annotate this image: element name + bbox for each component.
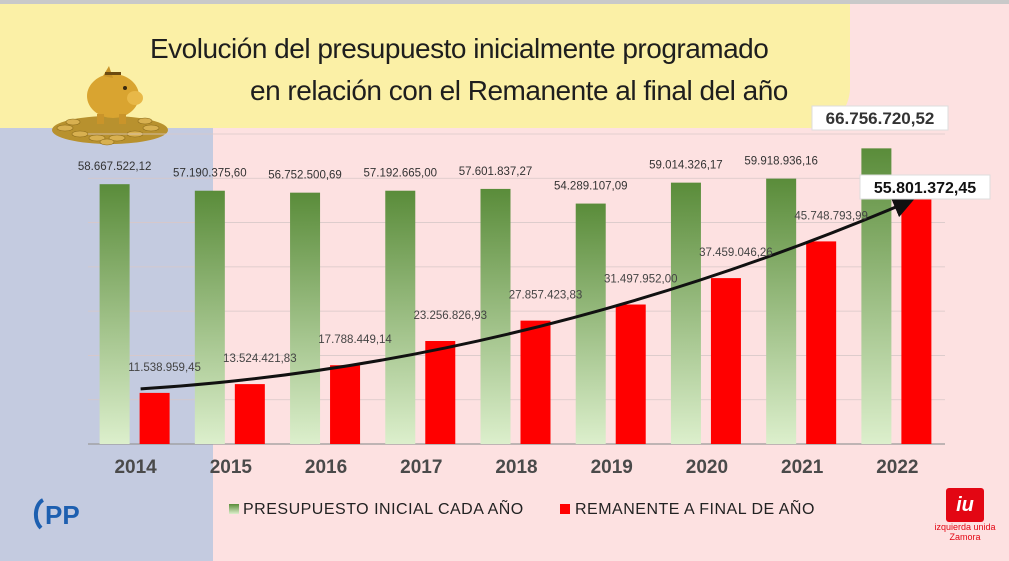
label-presupuesto-2016: 56.752.500,69 <box>268 170 342 182</box>
label-box-remanente-2022 <box>859 174 991 200</box>
bar-remanente-2021 <box>806 241 837 444</box>
label-presupuesto-2017: 57.192.665,00 <box>364 168 438 180</box>
label-remanente-2014: 11.538.959,45 <box>128 362 201 374</box>
bar-presupuesto-2021 <box>766 178 797 444</box>
pp-logo: PP <box>33 496 85 537</box>
chart-title-line1: Evolución del presupuesto inicialmente p… <box>150 33 769 64</box>
x-tick-2020: 2020 <box>686 457 728 478</box>
iu-logo-city: Zamora <box>949 532 981 542</box>
legend: PRESUPUESTO INICIAL CADA AÑO REMANENTE A … <box>229 498 815 518</box>
legend-swatch-presupuesto <box>229 504 239 514</box>
bar-remanente-2017 <box>425 341 456 444</box>
bar-remanente-2016 <box>330 365 361 444</box>
x-tick-2016: 2016 <box>305 457 347 478</box>
label-remanente-2016: 17.788.449,14 <box>318 334 392 346</box>
bar-remanente-2022 <box>901 196 932 444</box>
label-presupuesto-2015: 57.190.375,60 <box>173 168 247 180</box>
data-labels: 58.667.522,12 11.538.959,45 57.190.375,60 1… <box>78 105 991 374</box>
x-tick-2017: 2017 <box>400 457 442 478</box>
top-border <box>0 0 1009 4</box>
bar-presupuesto-2016 <box>290 192 321 444</box>
bar-remanente-2019 <box>615 304 646 444</box>
label-presupuesto-2020: 59.014.326,17 <box>649 160 723 172</box>
bar-presupuesto-2019 <box>575 203 606 444</box>
pp-logo-text: PP <box>45 500 80 530</box>
label-remanente-2018: 27.857.423,83 <box>509 290 583 302</box>
label-box-presupuesto-2022 <box>811 105 949 131</box>
piggy-bank-icon <box>52 66 168 146</box>
label-presupuesto-2019: 54.289.107,09 <box>554 181 628 193</box>
label-remanente-2021: 45.748.793,99 <box>794 210 868 222</box>
x-tick-2014: 2014 <box>114 457 157 478</box>
bar-remanente-2020 <box>710 278 741 444</box>
legend-swatch-remanente <box>560 504 570 514</box>
x-tick-2021: 2021 <box>781 457 824 478</box>
label-remanente-2019: 31.497.952,00 <box>604 274 678 286</box>
x-tick-2018: 2018 <box>495 457 537 478</box>
legend-label-presupuesto: PRESUPUESTO INICIAL CADA AÑO <box>243 498 524 518</box>
label-remanente-2017: 23.256.826,93 <box>414 310 488 322</box>
gridlines <box>88 133 945 445</box>
chart-title: Evolución del presupuesto inicialmente p… <box>150 28 800 112</box>
x-tick-2015: 2015 <box>210 457 253 478</box>
trend-arrow <box>140 197 915 391</box>
bar-presupuesto-2018 <box>480 188 511 444</box>
label-remanente-2015: 13.524.421,83 <box>223 353 297 365</box>
bar-remanente-2014 <box>139 392 170 444</box>
label-remanente-2020: 37.459.046,26 <box>699 247 773 259</box>
bar-presupuesto-2014 <box>99 184 130 444</box>
legend-label-remanente: REMANENTE A FINAL DE AÑO <box>575 498 815 518</box>
iu-logo: iu izquierda unida Zamora <box>930 488 1000 542</box>
label-presupuesto-2021: 59.918.936,16 <box>744 156 818 168</box>
x-tick-2022: 2022 <box>876 457 918 478</box>
iu-logo-mark: iu <box>946 488 984 522</box>
label-remanente-2022: 55.801.372,45 <box>874 180 976 197</box>
x-tick-2019: 2019 <box>591 457 633 478</box>
x-axis-ticks: 2014 2015 2016 2017 2018 2019 2020 2021 2022 <box>114 457 918 478</box>
iu-logo-name: izquierda unida <box>934 522 996 532</box>
bar-remanente-2015 <box>234 384 265 444</box>
label-presupuesto-2014: 58.667.522,12 <box>78 161 152 173</box>
bar-presupuesto-2017 <box>385 190 416 444</box>
label-presupuesto-2018: 57.601.837,27 <box>459 166 533 178</box>
chart-title-line2: en relación con el Remanente al final de… <box>250 75 788 106</box>
bar-remanente-2018 <box>520 320 551 444</box>
bar-presupuesto-2015 <box>194 190 225 444</box>
bar-presupuesto-2020 <box>670 182 701 444</box>
bars <box>99 148 932 444</box>
title-background <box>0 0 850 128</box>
label-presupuesto-2022: 66.756.720,52 <box>826 109 935 128</box>
